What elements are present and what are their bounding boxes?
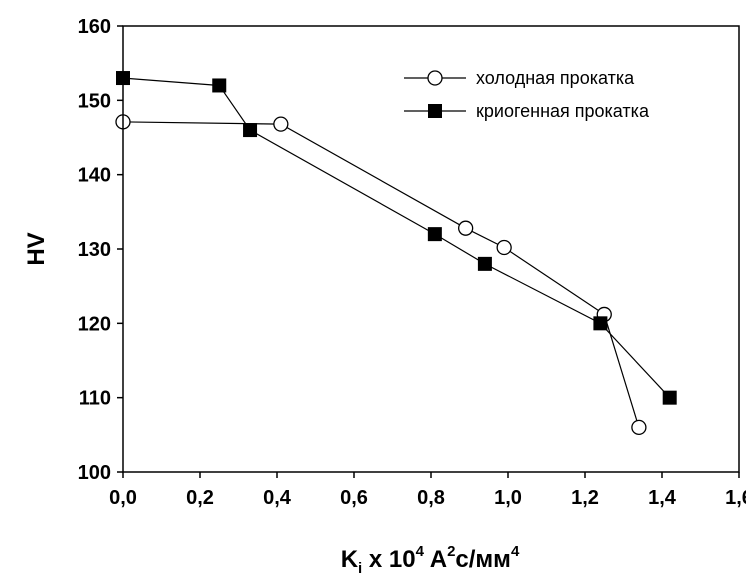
data-point (427, 227, 442, 242)
legend-label: холодная прокатка (476, 68, 635, 88)
x-tick-label: 1,2 (571, 487, 599, 509)
y-tick-label: 150 (78, 90, 111, 112)
plot-area (115, 71, 677, 436)
data-point (496, 239, 512, 256)
x-tick-label: 0,2 (186, 487, 214, 509)
y-tick-label: 110 (79, 388, 111, 410)
axes: 100 110 120 130 140 150 160 0,0 0,2 0,4 0,6 0,8 1,0 1… (23, 16, 746, 577)
data-point (631, 419, 647, 436)
series-2 (116, 71, 677, 405)
legend: холодная прокатка криогенная прокатка (404, 68, 650, 121)
plot-frame (122, 25, 740, 473)
x-tick-label: 0,8 (417, 487, 445, 509)
x-tick-label: 1,4 (648, 487, 677, 509)
legend-label: криогенная прокатка (476, 101, 650, 121)
series-1 (115, 114, 647, 436)
data-point (593, 316, 608, 331)
data-point (273, 116, 289, 132)
data-point (457, 220, 474, 236)
y-tick-label: 100 (78, 462, 111, 484)
x-tick-label: 1,0 (494, 487, 522, 509)
data-point (662, 390, 677, 405)
x-axis-title: Ki x 104 A2с/мм4 (341, 543, 520, 577)
y-tick-label: 120 (78, 313, 111, 335)
y-tick-label: 160 (78, 16, 111, 38)
legend-marker (428, 104, 442, 118)
x-tick-label: 0,6 (340, 487, 368, 509)
legend-marker (427, 70, 443, 86)
series-line (122, 121, 640, 428)
y-tick-label: 130 (78, 239, 111, 261)
data-point (212, 78, 227, 93)
y-tick-label: 140 (78, 165, 111, 187)
y-axis-title: HV (23, 232, 50, 265)
data-point (477, 256, 492, 271)
x-tick-label: 1,6 (725, 487, 746, 509)
series-line (122, 77, 671, 399)
data-point (243, 123, 258, 138)
x-tick-label: 0,0 (109, 487, 137, 509)
x-tick-label: 0,4 (263, 487, 292, 509)
